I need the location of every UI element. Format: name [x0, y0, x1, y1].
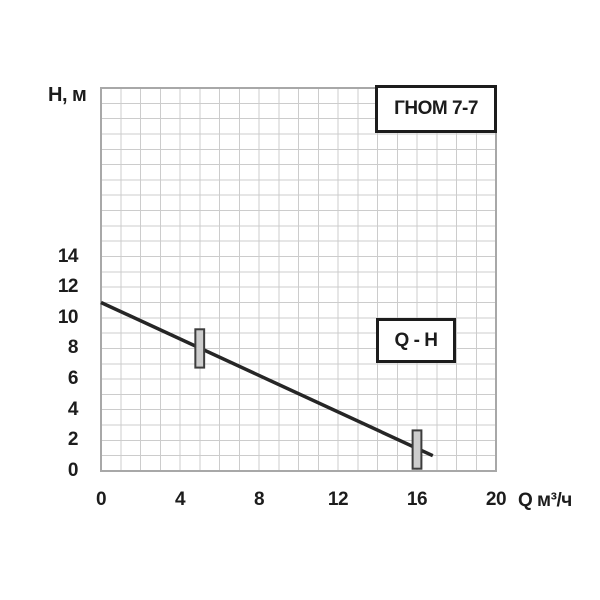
- curve-name-label: Q - H: [394, 329, 438, 351]
- y-tick-label: 8: [67, 337, 79, 359]
- x-tick-label: 20: [485, 489, 507, 510]
- x-tick-label: 12: [327, 489, 349, 510]
- x-tick-label: 0: [95, 489, 107, 510]
- plot-border: [100, 87, 497, 472]
- pump-model-title: ГНОМ 7-7: [394, 98, 478, 119]
- y-tick-label: 0: [67, 460, 79, 481]
- x-axis-label: Q м³/ч: [518, 490, 572, 511]
- title-box: ГНОМ 7-7: [375, 85, 497, 133]
- y-tick-label: 4: [67, 398, 79, 420]
- y-tick-label: 6: [67, 368, 79, 390]
- x-tick-label: 8: [253, 489, 265, 510]
- y-tick-label: 12: [57, 276, 79, 298]
- operating-point-marker: [411, 429, 423, 470]
- y-axis-label: Н, м: [48, 84, 87, 106]
- y-tick-label: 2: [67, 429, 79, 451]
- y-tick-label: 14: [57, 245, 79, 267]
- curve-label-box: Q - H: [376, 318, 456, 363]
- x-tick-label: 4: [174, 489, 186, 510]
- operating-point-marker: [194, 328, 206, 369]
- performance-curve: [100, 300, 434, 458]
- y-tick-label: 10: [57, 306, 79, 328]
- x-tick-label: 16: [406, 489, 428, 510]
